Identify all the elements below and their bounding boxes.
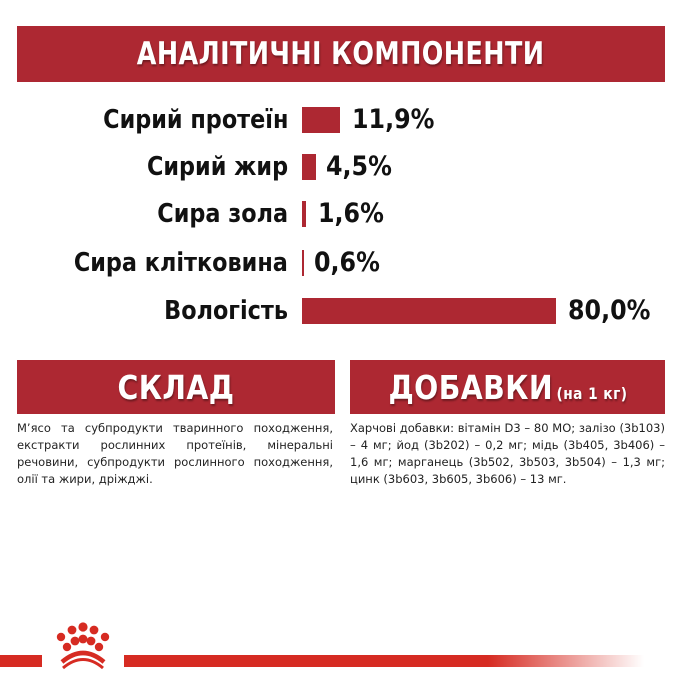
row-value: 0,6%: [314, 247, 380, 278]
row-label: Сира клітковина: [73, 248, 288, 278]
row-label: Вологість: [164, 296, 288, 326]
additives-text: Харчові добавки: вітамін D3 – 80 МО; зал…: [350, 421, 665, 486]
row-bar: [302, 298, 556, 324]
row-bar: [302, 250, 304, 276]
analytics-title: АНАЛІТИЧНІ КОМПОНЕНТИ: [137, 36, 545, 72]
row-bar: [302, 154, 316, 180]
analytics-row-fat: Сирий жир 4,5%: [0, 147, 682, 187]
additives-title: ДОБАВКИ: [388, 367, 553, 407]
analytics-row-ash: Сира зола 1,6%: [0, 194, 682, 234]
row-label: Сира зола: [157, 199, 288, 229]
footer-stripe-right: [124, 655, 644, 667]
row-bar: [302, 201, 306, 227]
royal-canin-crown-icon: [56, 622, 110, 670]
additives-header-banner: ДОБАВКИ (на 1 кг): [350, 360, 665, 414]
row-value: 1,6%: [318, 198, 384, 229]
composition-text: М’ясо та субпродукти тваринного походжен…: [17, 421, 333, 486]
analytics-row-protein: Сирий протеїн 11,9%: [0, 100, 682, 140]
row-value: 11,9%: [352, 104, 435, 135]
composition-title: СКЛАД: [117, 367, 235, 407]
row-bar: [302, 107, 340, 133]
row-value: 4,5%: [326, 151, 392, 182]
additives-subtitle: (на 1 кг): [556, 383, 627, 403]
row-value: 80,0%: [568, 295, 651, 326]
analytics-row-fiber: Сира клітковина 0,6%: [0, 243, 682, 283]
analytics-header-banner: АНАЛІТИЧНІ КОМПОНЕНТИ: [17, 26, 665, 82]
row-label: Сирий жир: [146, 152, 288, 182]
composition-header-banner: СКЛАД: [17, 360, 335, 414]
analytics-row-moisture: Вологість 80,0%: [0, 291, 682, 331]
row-label: Сирий протеїн: [102, 105, 288, 135]
footer-stripe-left: [0, 655, 42, 667]
